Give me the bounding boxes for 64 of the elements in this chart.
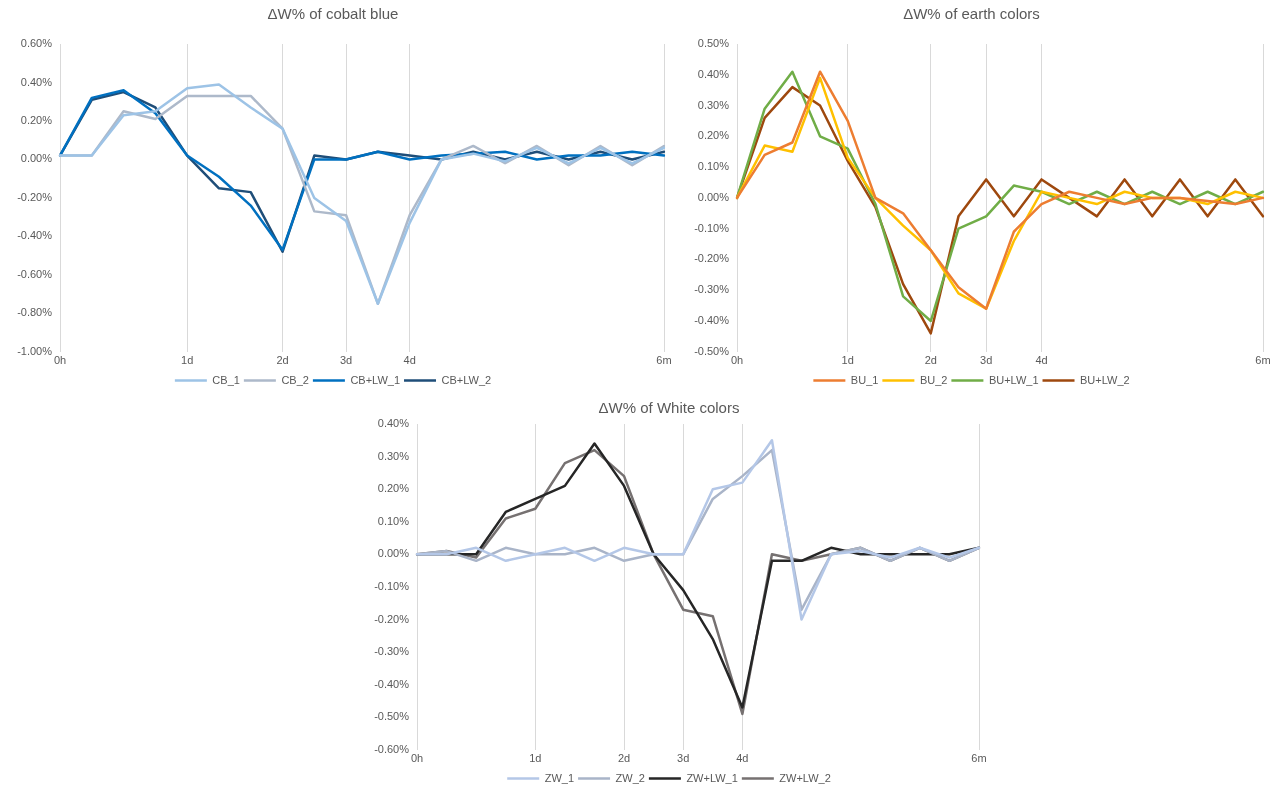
y-tick-label: -0.10% bbox=[694, 221, 730, 234]
y-tick-label: 0.00% bbox=[20, 152, 53, 165]
x-tick-label: 0h bbox=[730, 354, 744, 367]
x-tick-label: 1d bbox=[181, 354, 194, 367]
y-tick-label: 0.40% bbox=[20, 75, 53, 88]
legend-label: ZW_2 bbox=[615, 771, 645, 784]
x-tick-label: 4d bbox=[736, 752, 749, 765]
y-tick-label: 0.40% bbox=[697, 67, 730, 80]
y-tick-label: -0.20% bbox=[694, 252, 730, 265]
y-tick-label: -0.30% bbox=[374, 645, 410, 658]
x-tick-label: 2d bbox=[276, 354, 289, 367]
x-tick-label: 1d bbox=[529, 752, 542, 765]
legend-label: CB+LW_2 bbox=[441, 373, 492, 386]
legend-label: BU+LW_2 bbox=[1080, 373, 1130, 386]
y-tick-label: 0.00% bbox=[697, 190, 730, 203]
legend-label: CB_1 bbox=[212, 373, 240, 386]
x-tick-label: 1d bbox=[841, 354, 854, 367]
y-tick-label: 0.30% bbox=[697, 98, 730, 111]
y-tick-label: -0.60% bbox=[374, 742, 410, 755]
y-tick-label: -1.00% bbox=[17, 344, 53, 357]
legend-label: CB+LW_1 bbox=[350, 373, 401, 386]
x-tick-label: 4d bbox=[1035, 354, 1048, 367]
x-tick-label: 2d bbox=[924, 354, 937, 367]
y-tick-label: 0.00% bbox=[377, 547, 410, 560]
y-tick-label: -0.20% bbox=[374, 612, 410, 625]
y-tick-label: -0.60% bbox=[17, 267, 53, 280]
y-tick-label: -0.40% bbox=[694, 314, 730, 327]
legend-label: ZW+LW_2 bbox=[779, 771, 831, 784]
y-tick-label: 0.40% bbox=[377, 417, 410, 430]
y-tick-label: 0.10% bbox=[377, 514, 410, 527]
x-tick-label: 2d bbox=[617, 752, 631, 765]
y-tick-label: 0.20% bbox=[20, 113, 53, 126]
x-tick-label: 6m bbox=[656, 354, 672, 367]
y-tick-label: -0.10% bbox=[374, 579, 410, 592]
x-tick-label: 3d bbox=[980, 354, 993, 367]
legend-label: ZW_1 bbox=[544, 771, 575, 784]
chart-title: ΔW% of earth colors bbox=[903, 5, 1040, 23]
y-tick-label: -0.80% bbox=[17, 306, 53, 319]
y-tick-label: -0.40% bbox=[374, 677, 410, 690]
legend-label: BU_2 bbox=[919, 373, 948, 386]
y-tick-label: -0.40% bbox=[17, 229, 53, 242]
y-tick-label: 0.30% bbox=[377, 449, 410, 462]
y-tick-label: -0.30% bbox=[694, 283, 730, 296]
y-tick-label: 0.50% bbox=[697, 37, 730, 50]
y-tick-label: -0.50% bbox=[374, 710, 410, 723]
x-tick-label: 6m bbox=[971, 752, 987, 765]
legend-label: ZW+LW_1 bbox=[686, 771, 738, 784]
y-tick-label: 0.20% bbox=[697, 129, 730, 142]
y-tick-label: -0.20% bbox=[17, 190, 53, 203]
y-tick-label: 0.20% bbox=[377, 482, 410, 495]
y-tick-label: 0.60% bbox=[20, 37, 53, 50]
x-tick-label: 4d bbox=[403, 354, 416, 367]
legend-label: BU+LW_1 bbox=[988, 373, 1039, 386]
y-tick-label: 0.10% bbox=[697, 160, 730, 173]
x-tick-label: 3d bbox=[677, 752, 690, 765]
x-tick-label: 6m bbox=[1255, 354, 1271, 367]
y-tick-label: -0.50% bbox=[694, 344, 730, 357]
x-tick-label: 0h bbox=[53, 354, 67, 367]
x-tick-label: 0h bbox=[410, 752, 424, 765]
legend-label: CB_2 bbox=[281, 373, 309, 386]
legend-label: BU_1 bbox=[850, 373, 879, 386]
x-tick-label: 3d bbox=[339, 354, 353, 367]
chart-title: ΔW% of cobalt blue bbox=[267, 5, 399, 23]
chart-title: ΔW% of White colors bbox=[598, 399, 740, 417]
